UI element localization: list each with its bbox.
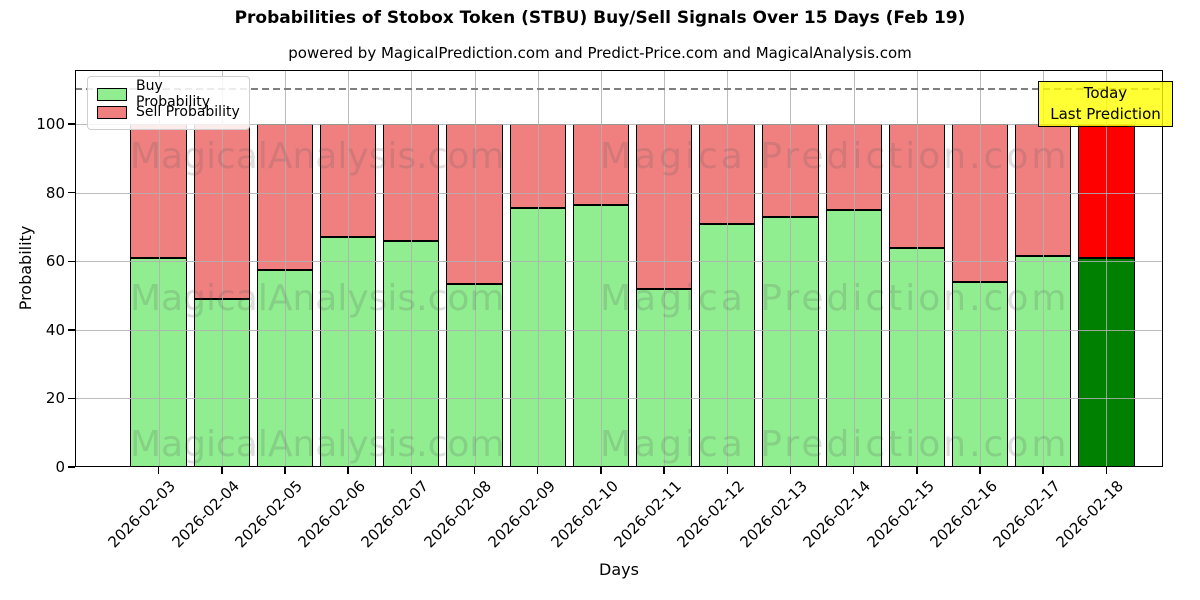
y-tick-mark: [68, 260, 75, 263]
bar-buy-segment: [383, 240, 440, 467]
bar-sell-segment: [193, 124, 250, 300]
y-tick-mark: [68, 466, 75, 468]
v-gridline: [348, 70, 350, 467]
y-tick-label: 100: [36, 115, 65, 134]
bar-sell-segment: [888, 124, 945, 248]
bar-sell-segment: [951, 124, 1009, 282]
bar-buy-segment: [635, 288, 693, 467]
bar-sell-segment: [572, 124, 630, 205]
x-tick-mark: [284, 467, 286, 474]
y-tick-label: 40: [45, 320, 65, 339]
bar-buy-segment: [1015, 256, 1072, 467]
watermark-text: Magica Prediction.com: [600, 278, 1070, 319]
y-tick-mark: [68, 123, 75, 125]
bar-buy-segment: [888, 247, 945, 467]
buy-swatch-icon: [97, 87, 127, 101]
watermark-text: MagicalAnalysis.com: [130, 136, 505, 177]
x-tick-mark: [347, 467, 349, 474]
v-gridline: [411, 70, 413, 467]
v-gridline: [916, 70, 918, 467]
bar-buy-segment: [320, 237, 377, 467]
bar-sell-segment: [256, 124, 314, 270]
bar-sell-segment: [762, 124, 819, 217]
v-gridline: [221, 70, 223, 467]
legend-item-sell: Sell Probability: [97, 104, 240, 120]
v-gridline: [727, 70, 729, 467]
sell-swatch-icon: [97, 105, 127, 119]
x-tick-mark: [789, 467, 792, 474]
y-tick-mark: [68, 329, 75, 331]
today-annotation-line1: Today: [1083, 84, 1128, 102]
x-tick-mark: [916, 467, 918, 474]
v-gridline: [980, 70, 982, 467]
v-gridline: [537, 70, 539, 467]
v-gridline: [1043, 70, 1045, 467]
bar-sell-segment: [509, 124, 566, 209]
v-gridline: [1106, 70, 1108, 467]
v-gridline: [790, 70, 792, 467]
y-tick-mark: [68, 191, 75, 194]
x-tick-mark: [979, 467, 981, 474]
bar-sell-segment: [383, 124, 440, 241]
bar-buy-segment: [256, 269, 314, 467]
y-tick-label: 20: [45, 389, 65, 408]
watermark-text: MagicalAnalysis.com: [130, 424, 505, 465]
x-tick-mark: [410, 467, 413, 474]
x-tick-mark: [600, 467, 602, 474]
y-tick-label: 0: [55, 458, 65, 476]
y-tick-label: 80: [45, 183, 65, 202]
x-tick-mark: [1105, 467, 1108, 474]
legend-label-buy: Buy Probability: [136, 78, 211, 110]
today-annotation-line2: Last Prediction: [1050, 105, 1161, 123]
bar-buy-segment: [825, 209, 882, 467]
bar-sell-segment: [825, 124, 882, 210]
bar-buy-segment: [193, 299, 250, 467]
h-gridline: [75, 398, 1163, 400]
y-tick-mark: [68, 397, 75, 400]
v-gridline: [600, 70, 602, 467]
bar-buy-segment: [951, 281, 1009, 467]
bar-sell-segment: [1078, 124, 1135, 258]
v-gridline: [853, 70, 855, 467]
chart-title: Probabilities of Stobox Token (STBU) Buy…: [234, 8, 966, 28]
bar-buy-segment: [1078, 257, 1135, 467]
bar-sell-segment: [320, 124, 377, 238]
x-tick-mark: [726, 467, 729, 474]
x-tick-mark: [536, 467, 539, 474]
watermark-text: Magica Prediction.com: [600, 424, 1070, 465]
v-gridline: [284, 70, 286, 467]
y-tick-label: 60: [45, 252, 65, 271]
h-gridline: [75, 124, 1163, 126]
chart-subtitle: powered by MagicalPrediction.com and Pre…: [288, 44, 912, 62]
x-axis-label: Days: [599, 560, 639, 579]
v-gridline: [664, 70, 666, 467]
h-gridline: [75, 329, 1163, 331]
legend-label-sell: Sell Probability: [136, 104, 240, 120]
bar-buy-segment: [509, 208, 566, 467]
h-gridline: [75, 261, 1163, 263]
x-tick-mark: [1042, 467, 1044, 474]
x-tick-mark: [852, 467, 855, 474]
v-gridline: [474, 70, 476, 467]
today-annotation: Today Last Prediction: [1038, 81, 1173, 127]
watermark-text: MagicalAnalysis.com: [130, 278, 505, 319]
bar-sell-segment: [1015, 124, 1072, 257]
x-tick-mark: [663, 467, 665, 474]
bar-buy-segment: [446, 283, 503, 467]
x-tick-mark: [473, 467, 476, 474]
legend-item-buy: Buy Probability: [97, 78, 240, 110]
plot-area: MagicalAnalysis.com Magica Prediction.com…: [75, 70, 1163, 467]
x-tick-mark: [221, 467, 223, 474]
bar-buy-segment: [699, 223, 756, 467]
dashed-threshold-line: [75, 88, 1163, 90]
bar-buy-segment: [762, 216, 819, 467]
h-gridline: [75, 192, 1163, 194]
v-gridline: [158, 70, 160, 467]
legend: Buy Probability Sell Probability: [87, 76, 250, 130]
bar-sell-segment: [446, 124, 503, 284]
x-tick-mark: [157, 467, 160, 474]
watermark-text: Magica Prediction.com: [600, 136, 1070, 177]
